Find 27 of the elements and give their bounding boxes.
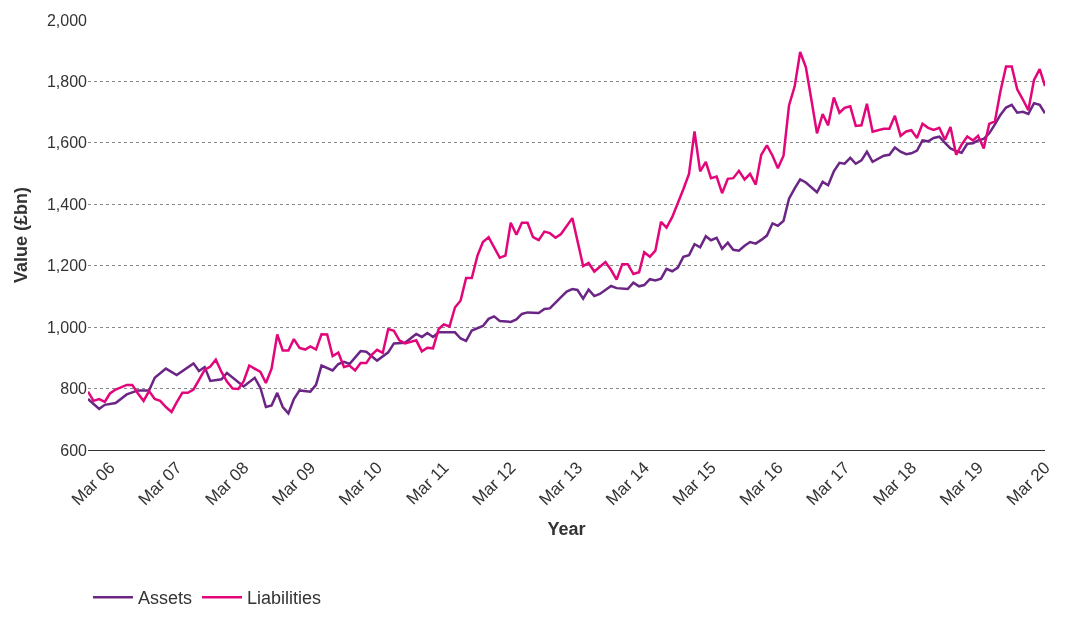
x-tick-label: Mar 09: [268, 458, 320, 510]
y-tick-label: 1,400: [46, 195, 88, 213]
x-tick-label: Mar 12: [468, 458, 520, 510]
x-tick-label: Mar 19: [936, 458, 987, 510]
x-tick-label: Mar 14: [602, 458, 654, 510]
y-tick-label: 1,000: [46, 318, 88, 336]
y-tick-label: 1,200: [46, 257, 88, 275]
x-axis-title: Year: [547, 519, 586, 540]
y-tick-label: 2,000: [46, 11, 88, 29]
y-tick-label: 1,600: [46, 134, 88, 152]
y-tick-label: 600: [60, 441, 88, 459]
y-tick-label: 1,800: [46, 73, 88, 91]
x-tick-label: Mar 17: [802, 458, 854, 510]
x-tick-label: Mar 18: [869, 458, 921, 510]
x-tick-label: Mar 15: [668, 458, 720, 510]
x-tick-label: Mar 20: [1002, 458, 1054, 510]
x-tick-label: Mar 16: [735, 458, 787, 510]
x-tick-label: Mar 08: [201, 458, 253, 510]
x-tick-label: Mar 13: [535, 458, 587, 510]
x-tick-label: Mar 10: [335, 458, 386, 510]
legend-label: Liabilities: [247, 588, 322, 609]
y-tick-label: 800: [60, 380, 88, 398]
x-tick-label: Mar 07: [134, 458, 186, 510]
x-tick-label: Mar 11: [402, 458, 453, 509]
legend-label: Assets: [138, 588, 193, 609]
y-axis-title: Value (£bn): [11, 186, 32, 284]
x-tick-label: Mar 06: [67, 458, 119, 510]
